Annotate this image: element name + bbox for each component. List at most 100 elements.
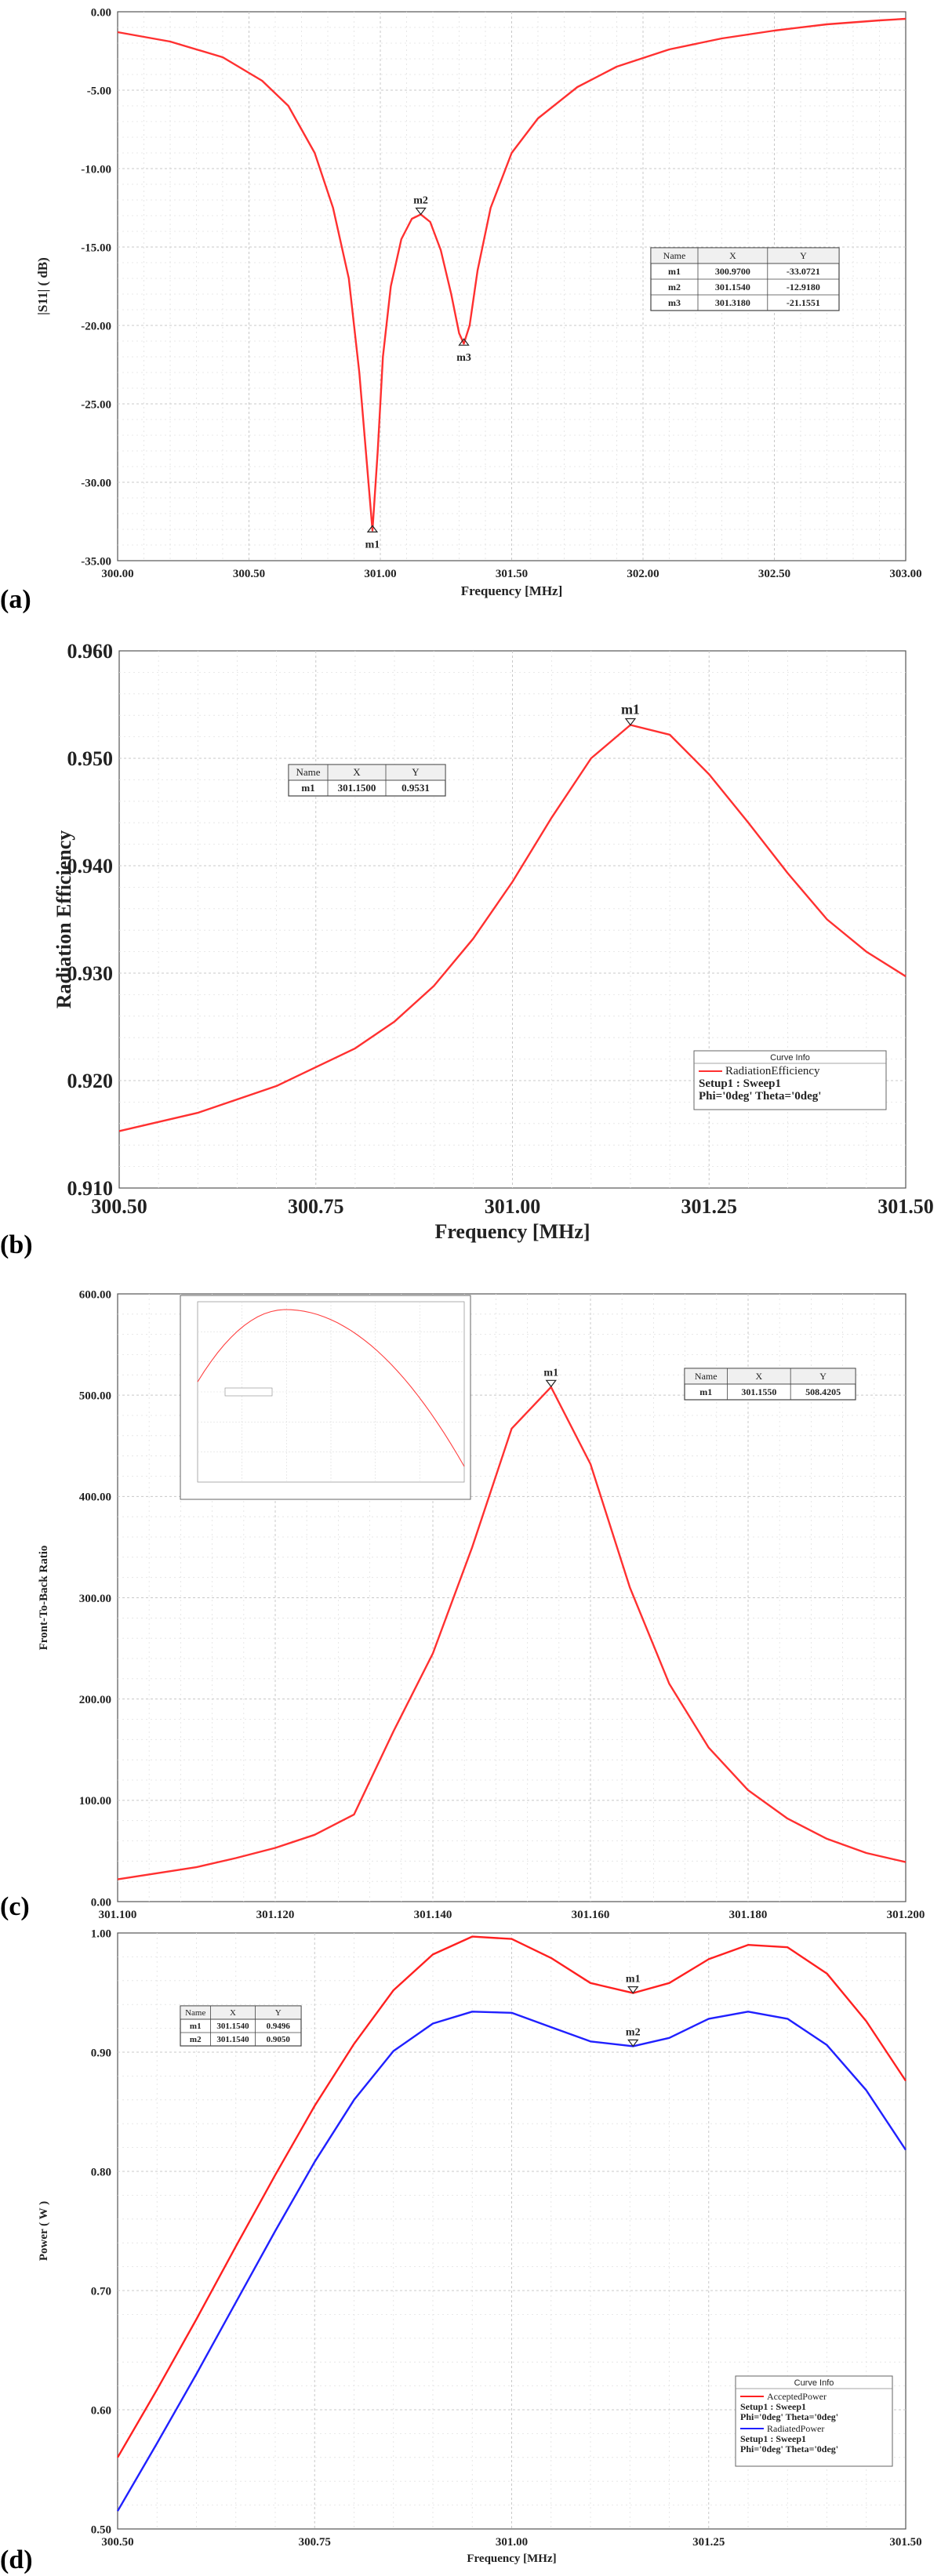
marker-table-cell: m1: [699, 1386, 712, 1397]
y-tick-label-c: 500.00: [79, 1390, 111, 1402]
legend-detail-d-1: Phi='0deg' Theta='0deg': [740, 2443, 838, 2454]
panel-c: 301.100 301.120 301.140 301.160 301.180 301.2…: [0, 1263, 941, 1921]
marker-table-header-cell: X: [353, 766, 361, 778]
y-tick-label-d: 0.60: [91, 2404, 111, 2417]
legend-label-d-0: AcceptedPower: [767, 2391, 827, 2402]
chart-c-svg: 301.100 301.120 301.140 301.160 301.180 301.2…: [0, 1288, 925, 1921]
panel-label-b: (b): [0, 1230, 33, 1259]
y-axis-label-d: Power ( W ): [38, 2201, 50, 2261]
x-tick-label-b: 301.50: [877, 1195, 934, 1218]
y-tick-label-a: 0.00: [91, 6, 111, 19]
marker-table-cell: 0.9496: [267, 2022, 291, 2031]
y-tick-label-a: -15.00: [81, 242, 111, 254]
x-axis-label-d: Frequency [MHz]: [467, 2552, 556, 2565]
chart-b-svg: 300.50 300.75 301.00 301.25 301.50 0.960 0.950…: [0, 640, 934, 1259]
y-tick-label-a: -30.00: [81, 477, 111, 489]
marker-table-header-cell: X: [755, 1371, 762, 1382]
x-tick-label-b: 300.50: [91, 1195, 147, 1218]
marker-table-cell: 0.9050: [267, 2035, 291, 2044]
y-tick-label-b: 0.930: [67, 962, 114, 985]
marker-symbol-a-m1: [366, 525, 379, 533]
marker-table-header-cell: Y: [412, 766, 420, 778]
marker-table-cell: m1: [668, 266, 681, 277]
marker-symbol-b-m1: [624, 718, 637, 726]
y-tick-label-d: 0.50: [91, 2523, 111, 2536]
marker-table-cell: m3: [668, 297, 681, 308]
marker-symbol-d-m2: [627, 2039, 639, 2047]
marker-table-cell: 300.9700: [715, 266, 750, 277]
series-line-d-1: [116, 2011, 907, 2512]
y-tick-label-b: 0.960: [67, 640, 114, 663]
legend-label-b-0: RadiationEfficiency: [725, 1065, 820, 1077]
marker-table-cell: m1: [301, 782, 314, 794]
inset-marker-table: [224, 1387, 273, 1397]
panel-label-c: (c): [0, 1892, 30, 1921]
y-tick-label-b: 0.950: [67, 747, 114, 770]
y-tick-label-b: 0.940: [67, 855, 114, 877]
marker-table-cell: -33.0721: [787, 266, 820, 277]
marker-label-a-m1: m1: [365, 539, 380, 550]
y-tick-label-d: 1.00: [91, 1927, 111, 1940]
panel-label-a: (a): [0, 585, 31, 614]
marker-table-cell: 0.9531: [401, 782, 430, 794]
marker-table-header-cell: Y: [819, 1371, 827, 1382]
legend-detail-b-0: Setup1 : Sweep1: [699, 1077, 781, 1090]
marker-symbol-d-m1: [627, 1986, 639, 1994]
marker-table-cell: 508.4205: [805, 1386, 841, 1397]
marker-label-c-m1: m1: [543, 1367, 558, 1379]
chart-a-svg: 300.00 300.50 301.00 301.50 302.00 302.50 303.…: [0, 6, 922, 614]
x-tick-label-d: 301.50: [889, 2536, 921, 2549]
marker-label-d-m2: m2: [626, 2026, 641, 2038]
y-tick-label-d: 0.70: [91, 2285, 111, 2298]
y-tick-label-b: 0.920: [67, 1070, 114, 1092]
series-line-a-0: [117, 17, 906, 532]
marker-label-b-m1: m1: [621, 702, 640, 718]
x-tick-label-b: 301.25: [681, 1195, 738, 1218]
legend-label-d-1: RadiatedPower: [767, 2423, 824, 2434]
x-tick-label-c: 301.200: [887, 1909, 925, 1921]
legend-detail-d-1: Setup1 : Sweep1: [740, 2433, 806, 2444]
x-axis-label-a: Frequency [MHz]: [461, 583, 563, 598]
inset-thumbnail: [180, 1295, 471, 1500]
marker-table-cell: m1: [190, 2022, 202, 2031]
marker-table-cell: 301.1550: [741, 1386, 776, 1397]
marker-label-a-m3: m3: [456, 352, 471, 364]
marker-table-header-cell: X: [230, 2008, 236, 2018]
x-tick-label-d: 301.00: [496, 2536, 528, 2549]
y-tick-label-c: 100.00: [79, 1795, 111, 1808]
legend-box-b: [693, 1050, 887, 1110]
inset-frame: [180, 1295, 471, 1500]
marker-label-a-m2: m2: [413, 194, 428, 206]
y-tick-label-a: -5.00: [87, 85, 111, 97]
x-tick-label-a: 300.00: [101, 568, 133, 580]
x-tick-label-d: 301.25: [692, 2536, 725, 2549]
x-tick-label-c: 301.160: [572, 1909, 610, 1921]
legend-box-d: [735, 2375, 893, 2467]
marker-table-cell: 301.1540: [715, 282, 750, 292]
x-tick-label-b: 301.00: [485, 1195, 541, 1218]
x-tick-label-c: 301.140: [414, 1909, 452, 1921]
marker-table-header-cell: Name: [663, 250, 686, 261]
series-line-c-0: [117, 1386, 906, 1880]
y-tick-label-c: 300.00: [79, 1593, 111, 1605]
marker-table-cell: 301.1540: [216, 2022, 249, 2031]
y-tick-label-c: 600.00: [79, 1288, 111, 1301]
marker-table-header-cell: Name: [296, 766, 320, 778]
series-line-d-0: [116, 1935, 907, 2458]
legend-title-d: Curve Info: [794, 2378, 834, 2388]
marker-table-cell: m2: [668, 282, 681, 292]
y-axis-label-b: Radiation Efficiency: [53, 830, 75, 1009]
y-tick-label-a: -25.00: [81, 398, 111, 411]
y-tick-label-c: 400.00: [79, 1491, 111, 1504]
x-tick-label-d: 300.50: [101, 2536, 133, 2549]
x-tick-label-d: 300.75: [299, 2536, 331, 2549]
y-tick-label-d: 0.80: [91, 2166, 111, 2178]
legend-title-b: Curve Info: [770, 1053, 810, 1063]
x-tick-label-b: 300.75: [288, 1195, 344, 1218]
marker-symbol-a-m2: [415, 207, 427, 216]
x-tick-label-a: 302.50: [758, 568, 790, 580]
marker-table-cell: -21.1551: [787, 297, 820, 308]
x-tick-label-a: 300.50: [233, 568, 265, 580]
y-tick-label-c: 200.00: [79, 1694, 111, 1706]
marker-table-cell: 301.3180: [715, 297, 750, 308]
